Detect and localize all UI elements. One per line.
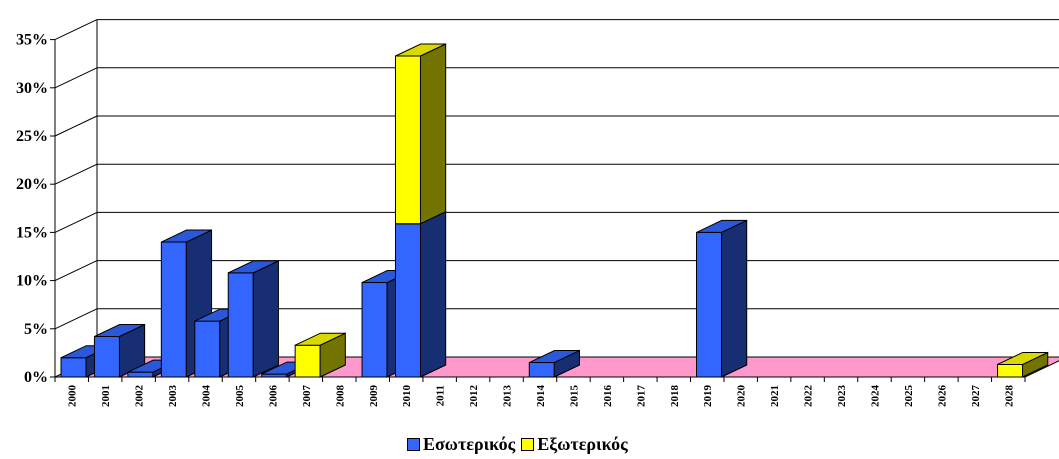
x-tick-label: 2020 (736, 385, 748, 408)
y-tick-label: 15% (16, 224, 48, 241)
y-tick-label: 20% (16, 176, 48, 193)
x-tick-label: 2016 (602, 385, 614, 408)
x-tick-label: 2019 (702, 385, 714, 408)
bar-2014-series-0-top (529, 350, 580, 364)
y-tick-label: 25% (16, 128, 48, 145)
bar-2004-series-0-front (194, 320, 221, 378)
gridline-diagonal (54, 308, 98, 330)
y-tick-label: 10% (16, 273, 48, 290)
x-tick-label: 2026 (936, 385, 948, 408)
bar-layer (60, 43, 1049, 378)
y-tick-label: 5% (24, 321, 48, 338)
x-tick-label: 2028 (1003, 385, 1015, 408)
bar-2010-series-0-side (419, 210, 447, 378)
legend: Εσωτερικός Εξωτερικός (407, 432, 634, 456)
legend-swatch-0 (407, 437, 420, 451)
x-tick-label: 2018 (669, 385, 681, 408)
bar-2010-series-1 (394, 43, 447, 225)
bar-2007-series-1-top (294, 332, 346, 346)
legend-item-0: Εσωτερικός (407, 434, 515, 455)
bar-2002-series-0-front (127, 371, 154, 378)
bar-2010-series-0-front (394, 223, 421, 378)
bar-2019-series-0-side (721, 219, 748, 378)
gridline-diagonal (54, 163, 98, 185)
x-tick-label: 2011 (435, 385, 447, 406)
x-tick-label: 2010 (401, 385, 413, 408)
bar-2001-series-0-top (94, 324, 145, 338)
x-tick-label: 2012 (468, 385, 480, 408)
bar-2028-series-1 (997, 351, 1049, 378)
bar-2019-series-0-front (696, 231, 723, 378)
y-tick-label: 0% (24, 369, 48, 386)
gridline-diagonal (54, 211, 98, 233)
bar-2007-series-1 (294, 332, 346, 378)
x-tick-label: 2002 (134, 385, 146, 408)
bar-2001-series-0-front (93, 336, 120, 378)
x-tick-label: 2015 (568, 385, 580, 408)
bar-2014-series-0 (528, 349, 580, 378)
bar-2014-series-0-front (528, 362, 555, 378)
x-tick-label: 2027 (970, 385, 982, 408)
gridline-diagonal (54, 67, 98, 89)
bar-2001-series-0 (93, 323, 146, 378)
bar-2005-series-0-front (227, 272, 254, 378)
gridline-diagonal (54, 115, 98, 137)
bar-2007-series-1-front (294, 344, 321, 378)
gridline-diagonal (54, 260, 98, 282)
x-tick-label: 2000 (67, 385, 79, 408)
bar-2028-series-1-front (997, 363, 1024, 378)
x-tick-label: 2007 (301, 385, 313, 408)
legend-label-0: Εσωτερικός (423, 433, 516, 454)
bar-2005-series-0-top (228, 260, 279, 274)
legend-item-1: Εξωτερικός (521, 433, 628, 455)
x-tick-label: 2024 (869, 385, 881, 408)
x-tick-label: 2022 (803, 385, 815, 408)
x-tick-label: 2006 (267, 385, 279, 408)
bar-2005-series-0-side (252, 260, 279, 378)
x-tick-label: 2021 (769, 385, 781, 407)
y-tick-label: 30% (16, 80, 48, 97)
bar-2010-series-1-side (419, 43, 447, 225)
x-tick-label: 2008 (334, 385, 346, 408)
bar-2010-series-0 (394, 210, 447, 378)
bar-2019-series-0-top (696, 219, 747, 233)
x-tick-label: 2004 (201, 385, 213, 408)
bar-2005-series-0 (227, 260, 279, 378)
x-tick-label: 2017 (635, 385, 647, 408)
label-layer: 0% 5% 10% 15% 20% 25% 30% 35% 2000 2001 2002 2003 20… (16, 32, 1015, 407)
legend-swatch-1 (521, 437, 535, 451)
x-tick-label: 2025 (903, 385, 915, 408)
x-tick-label: 2014 (535, 385, 547, 408)
bar-2003-series-0-top (161, 229, 212, 243)
x-tick-label: 2009 (368, 385, 380, 408)
x-tick-label: 2023 (836, 385, 848, 408)
bar-2009-series-0-front (361, 282, 388, 378)
x-tick-label: 2001 (100, 385, 112, 407)
x-tick-label: 2013 (502, 385, 514, 408)
gridline-diagonal (54, 19, 98, 41)
bar-2028-series-1-top (997, 351, 1048, 365)
x-tick-label: 2003 (167, 385, 179, 408)
bar-2003-series-0-front (160, 241, 187, 378)
bar-2010-series-1-front (394, 55, 421, 225)
bar-2000-series-0-front (60, 357, 87, 378)
bar-2019-series-0 (696, 219, 748, 378)
y-tick-label: 35% (16, 32, 48, 49)
legend-label-1: Εξωτερικός (537, 433, 628, 454)
x-tick-label: 2005 (234, 385, 246, 408)
bar-2010-series-1-top (395, 43, 446, 57)
